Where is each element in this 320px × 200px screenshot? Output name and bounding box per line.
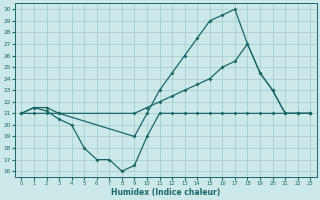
X-axis label: Humidex (Indice chaleur): Humidex (Indice chaleur) [111, 188, 220, 197]
